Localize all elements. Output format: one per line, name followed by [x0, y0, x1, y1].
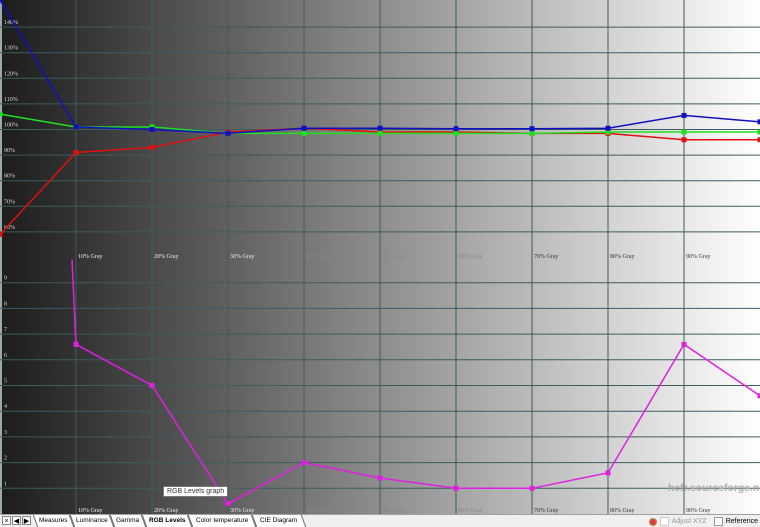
- x-tick-label: 80% Gray: [610, 508, 635, 514]
- data-point: [529, 126, 535, 132]
- data-point: [0, 111, 3, 117]
- data-point: [149, 383, 155, 388]
- x-tick-label: 10% Gray: [78, 254, 103, 260]
- close-icon[interactable]: ×: [2, 516, 11, 525]
- data-point: [529, 130, 535, 136]
- x-tick-label: 30% Gray: [230, 508, 255, 514]
- data-point: [757, 393, 760, 399]
- data-point: [301, 460, 307, 466]
- data-point: [225, 501, 231, 507]
- data-point: [0, 0, 3, 3]
- tab-color-temperature[interactable]: Color temperature: [187, 515, 257, 527]
- x-tick-label: 30% Gray: [230, 254, 255, 260]
- data-point: [757, 137, 760, 143]
- x-tick-label: 60% Gray: [458, 508, 483, 514]
- y-tick-label: 80%: [4, 174, 15, 180]
- x-tick-label: 70% Gray: [534, 508, 559, 514]
- data-point: [757, 119, 760, 125]
- data-point: [73, 124, 79, 130]
- y-tick-label: 9: [4, 276, 7, 282]
- data-point: [681, 137, 687, 143]
- watermark: hcfr.sourceforge.net: [668, 483, 760, 494]
- data-point: [453, 130, 459, 136]
- data-point: [757, 129, 760, 135]
- data-point: [301, 125, 307, 131]
- data-point: [453, 485, 459, 491]
- data-point: [149, 127, 155, 132]
- x-tick-label: 10% Gray: [78, 508, 103, 514]
- x-tick-label: 50% Gray: [382, 254, 407, 260]
- data-point: [681, 341, 687, 347]
- tab-cie-diagram[interactable]: CIE Diagram: [251, 515, 307, 527]
- y-tick-label: 7: [4, 327, 7, 333]
- rgb-levels-chart: 60% 70% 80% 90% 100% 110% 120% 130% 140% 10% Gray…: [0, 0, 760, 514]
- tab-gamma[interactable]: Gamma: [109, 515, 147, 527]
- prev-tab-button[interactable]: ◀: [12, 516, 21, 525]
- x-tick-label: 80% Gray: [610, 254, 635, 260]
- y-tick-label: 5: [4, 379, 7, 385]
- x-tick-label: 60% Gray: [458, 254, 483, 260]
- data-point: [149, 124, 155, 130]
- adjust-xyz-checkbox[interactable]: [659, 517, 669, 526]
- color-picker-icon[interactable]: [648, 517, 657, 526]
- data-point: [73, 150, 79, 156]
- x-tick-label: 40% Gray: [306, 508, 331, 514]
- x-tick-label: 90% Gray: [686, 508, 711, 514]
- data-point: [73, 341, 79, 347]
- graph-controls: Adjust XYZ Reference: [648, 516, 758, 527]
- reference-checkbox[interactable]: [713, 517, 723, 526]
- data-point: [377, 130, 383, 136]
- tab-rgb-levels[interactable]: RGB Levels: [141, 515, 193, 527]
- y-tick-label: 120%: [4, 71, 18, 77]
- x-tick-label: 70% Gray: [534, 254, 559, 260]
- data-point: [301, 130, 307, 136]
- y-tick-label: 8: [4, 301, 7, 307]
- data-point: [377, 125, 383, 131]
- reference-label: Reference: [725, 518, 758, 525]
- data-point: [681, 112, 687, 118]
- x-tick-label: 50% Gray: [382, 508, 407, 514]
- data-point: [681, 129, 687, 135]
- y-tick-label: 1: [4, 481, 7, 487]
- data-point: [0, 231, 3, 237]
- y-tick-label: 2: [4, 456, 7, 462]
- y-tick-label: 4: [4, 404, 7, 410]
- data-point: [149, 144, 155, 150]
- y-tick-label: 110%: [4, 97, 18, 103]
- y-tick-label: 60%: [4, 225, 15, 231]
- data-point: [529, 485, 535, 491]
- y-tick-label: 100%: [4, 123, 18, 129]
- x-tick-label: 40% Gray: [306, 254, 331, 260]
- left-border: [0, 0, 2, 514]
- tab-bar: × ◀ ▶ Measures Luminance Gamma RGB Level…: [0, 514, 760, 527]
- y-tick-label: 90%: [4, 148, 15, 154]
- data-point: [605, 125, 611, 131]
- data-point: [605, 470, 611, 476]
- tab-measures[interactable]: Measures: [32, 515, 75, 527]
- x-tick-label: 20% Gray: [154, 254, 179, 260]
- data-point: [377, 475, 383, 481]
- y-tick-label: 70%: [4, 199, 15, 205]
- x-tick-label: 90% Gray: [686, 254, 711, 260]
- y-tick-label: 140%: [4, 20, 18, 26]
- data-point: [605, 129, 611, 135]
- tooltip: RGB Levels graph: [163, 486, 229, 497]
- x-tick-label: 20% Gray: [154, 508, 179, 514]
- adjust-xyz-label: Adjust XYZ: [671, 518, 707, 525]
- tab-luminance[interactable]: Luminance: [69, 515, 115, 527]
- y-tick-label: 6: [4, 353, 7, 359]
- data-point: [453, 126, 459, 132]
- next-tab-button[interactable]: ▶: [22, 516, 31, 525]
- y-tick-label: 130%: [4, 46, 18, 52]
- y-tick-label: 3: [4, 430, 7, 436]
- data-point: [225, 130, 231, 136]
